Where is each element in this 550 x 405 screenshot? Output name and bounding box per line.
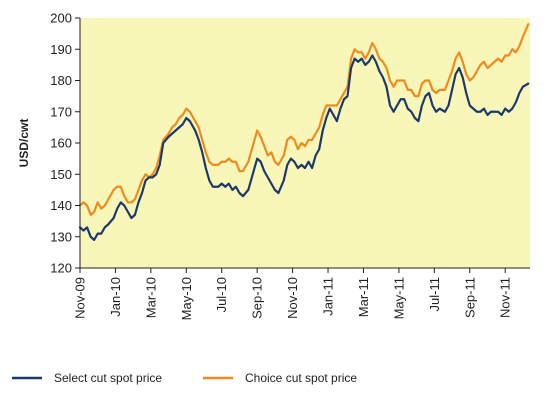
x-tick-label: Mar-11 bbox=[356, 277, 371, 317]
y-axis-label: USD/cwt bbox=[17, 119, 31, 168]
y-tick-label: 140 bbox=[50, 198, 72, 213]
series-line-choice bbox=[78, 23, 530, 216]
y-tick-label: 130 bbox=[50, 229, 72, 244]
x-tick-label: Jul-10 bbox=[214, 277, 229, 312]
y-tick-label: 170 bbox=[50, 104, 72, 119]
x-tick-label: Sep-10 bbox=[250, 277, 265, 319]
x-tick-label: Nov-10 bbox=[285, 277, 300, 319]
x-tick-label: Jul-11 bbox=[427, 277, 442, 311]
legend-label-select: Select cut spot price bbox=[54, 371, 162, 385]
y-tick-label: 180 bbox=[50, 73, 72, 88]
series-line-select bbox=[78, 54, 530, 241]
y-tick-label: 200 bbox=[50, 11, 72, 26]
x-axis-ticks: Nov-09 Jan-10 Mar-10 May-10 Jul-10 Sep-10 Nov-… bbox=[73, 268, 513, 320]
y-tick-label: 160 bbox=[50, 136, 72, 151]
x-tick-label: May-10 bbox=[179, 277, 194, 320]
x-tick-label: Nov-11 bbox=[498, 277, 513, 318]
y-tick-label: 190 bbox=[50, 42, 72, 57]
plot-area bbox=[80, 18, 530, 268]
x-tick-label: Jan-10 bbox=[108, 277, 123, 317]
x-tick-label: May-11 bbox=[391, 277, 406, 319]
x-tick-label: Mar-10 bbox=[143, 277, 158, 318]
series-layer bbox=[78, 23, 530, 241]
legend: Select cut spot price Choice cut spot pr… bbox=[12, 371, 357, 385]
y-axis-ticks: 120 130 140 150 160 170 180 190 200 bbox=[50, 11, 80, 276]
y-tick-label: 120 bbox=[50, 261, 72, 276]
x-tick-label: Jan-11 bbox=[321, 277, 336, 316]
x-tick-label: Nov-09 bbox=[73, 277, 88, 319]
x-tick-label: Sep-11 bbox=[462, 277, 477, 318]
y-tick-label: 150 bbox=[50, 167, 72, 182]
legend-label-choice: Choice cut spot price bbox=[245, 371, 357, 385]
